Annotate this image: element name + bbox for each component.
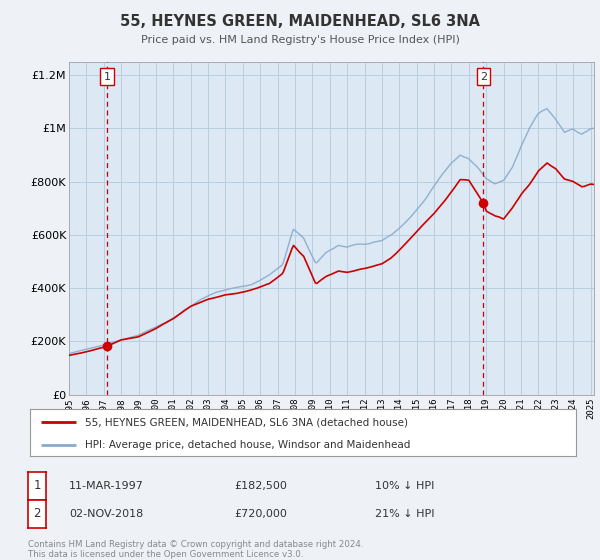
Text: 1: 1 xyxy=(104,72,110,82)
Text: 1: 1 xyxy=(34,479,41,492)
Text: £720,000: £720,000 xyxy=(234,509,287,519)
Text: £182,500: £182,500 xyxy=(234,481,287,491)
Text: This data is licensed under the Open Government Licence v3.0.: This data is licensed under the Open Gov… xyxy=(28,550,304,559)
Text: 55, HEYNES GREEN, MAIDENHEAD, SL6 3NA: 55, HEYNES GREEN, MAIDENHEAD, SL6 3NA xyxy=(120,14,480,29)
Text: 21% ↓ HPI: 21% ↓ HPI xyxy=(375,509,434,519)
Text: HPI: Average price, detached house, Windsor and Maidenhead: HPI: Average price, detached house, Wind… xyxy=(85,440,410,450)
Text: 02-NOV-2018: 02-NOV-2018 xyxy=(69,509,143,519)
Text: Price paid vs. HM Land Registry's House Price Index (HPI): Price paid vs. HM Land Registry's House … xyxy=(140,35,460,45)
Text: 10% ↓ HPI: 10% ↓ HPI xyxy=(375,481,434,491)
Text: 11-MAR-1997: 11-MAR-1997 xyxy=(69,481,144,491)
Text: 2: 2 xyxy=(480,72,487,82)
Text: Contains HM Land Registry data © Crown copyright and database right 2024.: Contains HM Land Registry data © Crown c… xyxy=(28,540,364,549)
Text: 55, HEYNES GREEN, MAIDENHEAD, SL6 3NA (detached house): 55, HEYNES GREEN, MAIDENHEAD, SL6 3NA (d… xyxy=(85,417,407,427)
Text: 2: 2 xyxy=(34,507,41,520)
